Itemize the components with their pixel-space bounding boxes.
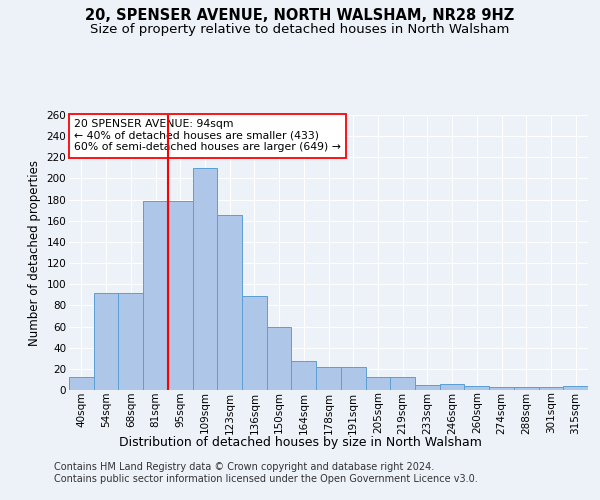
Bar: [341, 366, 365, 390]
Text: 20 SPENSER AVENUE: 94sqm
← 40% of detached houses are smaller (433)
60% of semi-: 20 SPENSER AVENUE: 94sqm ← 40% of detach…: [74, 119, 341, 152]
Bar: [193, 168, 217, 390]
Text: Contains HM Land Registry data © Crown copyright and database right 2024.: Contains HM Land Registry data © Crown c…: [54, 462, 434, 472]
Bar: [217, 216, 242, 390]
Text: Distribution of detached houses by size in North Walsham: Distribution of detached houses by size …: [119, 436, 481, 449]
Bar: [489, 387, 514, 390]
Bar: [118, 292, 143, 390]
Bar: [94, 292, 118, 390]
Bar: [464, 386, 489, 390]
Text: Contains public sector information licensed under the Open Government Licence v3: Contains public sector information licen…: [54, 474, 478, 484]
Text: 20, SPENSER AVENUE, NORTH WALSHAM, NR28 9HZ: 20, SPENSER AVENUE, NORTH WALSHAM, NR28 …: [85, 8, 515, 22]
Bar: [365, 378, 390, 390]
Text: Size of property relative to detached houses in North Walsham: Size of property relative to detached ho…: [91, 22, 509, 36]
Bar: [563, 386, 588, 390]
Bar: [242, 296, 267, 390]
Bar: [539, 387, 563, 390]
Bar: [415, 384, 440, 390]
Bar: [390, 378, 415, 390]
Bar: [143, 200, 168, 390]
Bar: [69, 378, 94, 390]
Bar: [267, 326, 292, 390]
Bar: [292, 362, 316, 390]
Bar: [514, 387, 539, 390]
Bar: [440, 384, 464, 390]
Bar: [168, 200, 193, 390]
Bar: [316, 366, 341, 390]
Y-axis label: Number of detached properties: Number of detached properties: [28, 160, 41, 346]
